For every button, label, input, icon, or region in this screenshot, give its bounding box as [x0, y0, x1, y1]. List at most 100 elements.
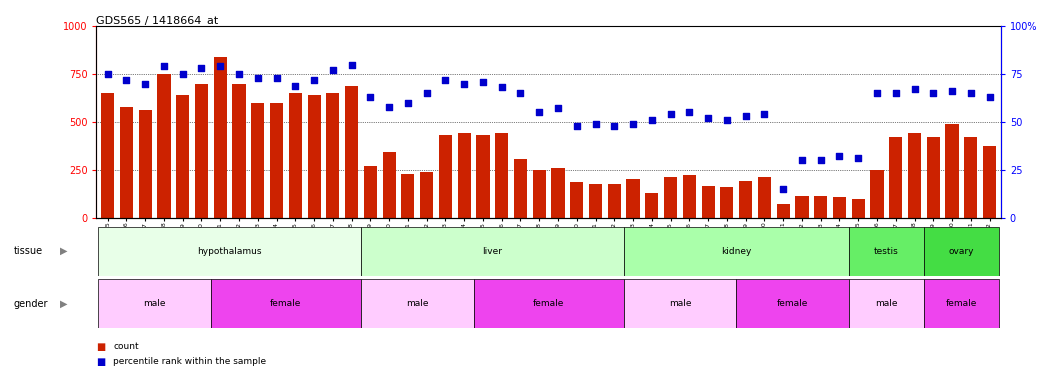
Bar	[908, 134, 921, 218]
Bar	[345, 86, 358, 218]
Text: gender: gender	[14, 299, 48, 309]
Bar	[361, 279, 474, 328]
Bar	[119, 106, 133, 218]
Point	[418, 90, 435, 96]
Bar	[401, 174, 414, 217]
Point	[831, 153, 848, 159]
Bar	[532, 170, 546, 217]
Point	[100, 71, 116, 77]
Point	[437, 77, 454, 83]
Point	[606, 123, 623, 129]
Text: female: female	[533, 299, 564, 308]
Bar	[364, 166, 377, 218]
Bar	[871, 170, 883, 217]
Bar	[627, 179, 639, 218]
Bar	[570, 182, 584, 218]
Point	[793, 157, 810, 163]
Point	[625, 121, 641, 127]
Text: tissue: tissue	[14, 246, 43, 256]
Text: female: female	[270, 299, 302, 308]
Point	[231, 71, 247, 77]
Point	[549, 105, 566, 111]
Text: count: count	[113, 342, 138, 351]
Point	[287, 82, 304, 88]
Bar	[849, 279, 924, 328]
Bar	[551, 168, 565, 217]
Bar	[589, 184, 603, 218]
Point	[494, 84, 510, 90]
Bar	[233, 84, 245, 218]
Text: testis: testis	[874, 247, 899, 256]
Bar	[270, 103, 283, 218]
Bar	[99, 227, 361, 276]
Bar	[983, 146, 997, 218]
Text: ■: ■	[96, 357, 106, 367]
Point	[869, 90, 886, 96]
Bar	[252, 103, 264, 218]
Point	[719, 117, 736, 123]
Bar	[439, 135, 452, 218]
Point	[212, 63, 228, 69]
Bar	[383, 153, 396, 218]
Point	[681, 110, 698, 116]
Bar	[157, 74, 171, 217]
Bar	[101, 93, 114, 218]
Bar	[608, 184, 620, 218]
Bar	[945, 124, 959, 218]
Bar	[737, 279, 849, 328]
Point	[943, 88, 960, 94]
Bar	[758, 177, 771, 218]
Text: ▶: ▶	[60, 246, 67, 256]
Text: male: male	[406, 299, 429, 308]
Text: GDS565 / 1418664_at: GDS565 / 1418664_at	[96, 15, 219, 26]
Point	[756, 111, 772, 117]
Text: liver: liver	[482, 247, 502, 256]
Bar	[739, 181, 752, 218]
Bar	[624, 279, 737, 328]
Text: male: male	[875, 299, 898, 308]
Text: female: female	[777, 299, 808, 308]
Bar	[833, 197, 846, 217]
Point	[531, 110, 548, 116]
Point	[962, 90, 979, 96]
Point	[812, 157, 829, 163]
Bar	[307, 95, 321, 218]
Point	[981, 94, 998, 100]
Point	[399, 100, 416, 106]
Point	[306, 77, 323, 83]
Text: ovary: ovary	[948, 247, 975, 256]
Bar	[646, 193, 658, 217]
Point	[137, 81, 154, 87]
Text: percentile rank within the sample: percentile rank within the sample	[113, 357, 266, 366]
Bar	[926, 137, 940, 218]
Point	[643, 117, 660, 123]
Point	[325, 67, 342, 73]
Bar	[777, 204, 790, 218]
Point	[512, 90, 529, 96]
Bar	[924, 279, 999, 328]
Point	[850, 155, 867, 161]
Bar	[495, 134, 508, 218]
Text: ▶: ▶	[60, 299, 67, 309]
Bar	[138, 110, 152, 218]
Bar	[326, 93, 340, 218]
Point	[587, 121, 604, 127]
Text: hypothalamus: hypothalamus	[197, 247, 262, 256]
Point	[774, 186, 791, 192]
Point	[925, 90, 942, 96]
Point	[155, 63, 172, 69]
Bar	[514, 159, 527, 218]
Bar	[214, 57, 226, 217]
Bar	[195, 84, 209, 218]
Bar	[211, 279, 361, 328]
Point	[118, 77, 135, 83]
Bar	[420, 172, 433, 217]
Bar	[624, 227, 849, 276]
Point	[737, 113, 754, 119]
Point	[362, 94, 378, 100]
Text: male: male	[669, 299, 692, 308]
Point	[344, 62, 361, 68]
Bar	[814, 196, 827, 217]
Bar	[889, 137, 902, 218]
Text: female: female	[945, 299, 977, 308]
